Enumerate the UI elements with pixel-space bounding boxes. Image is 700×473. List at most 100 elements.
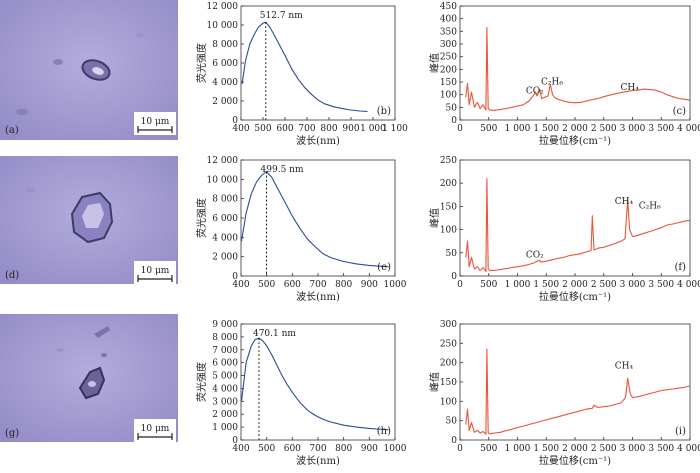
x-tick-label: 3 000 — [620, 444, 646, 454]
y-tick-label: 0 — [232, 116, 238, 126]
x-tick-label: 2 500 — [591, 444, 617, 454]
x-tick-label: 900 — [361, 444, 378, 454]
peak-annotation: C₂H₆ — [541, 78, 563, 88]
x-tick-label: 1 100 — [382, 124, 408, 134]
y-tick-label: 8 000 — [212, 195, 238, 205]
y-tick-label: 400 — [440, 15, 457, 25]
x-tick-label: 1 500 — [533, 444, 559, 454]
y-tick-label: 10 000 — [207, 21, 239, 31]
y-tick-label: 10 000 — [207, 175, 239, 185]
x-tick-label: 4 000 — [677, 124, 700, 134]
y-tick-label: 2 000 — [212, 97, 238, 107]
x-tick-label: 900 — [342, 124, 359, 134]
panel-label: (b) — [377, 106, 391, 117]
y-tick-label: 250 — [440, 156, 457, 166]
x-tick-label: 2 000 — [562, 124, 588, 134]
x-tick-label: 1 000 — [505, 444, 531, 454]
x-tick-label: 1 500 — [533, 280, 559, 290]
y-tick-label: 0 — [451, 436, 457, 446]
y-tick-label: 4 000 — [212, 78, 238, 88]
panel-label: (f) — [674, 262, 686, 273]
y-tick-label: 4 000 — [212, 384, 238, 394]
peak-label: 499.5 nm — [261, 165, 304, 175]
y-tick-label: 12 000 — [207, 156, 239, 166]
y-tick-label: 50 — [446, 249, 458, 259]
x-axis-label: 拉曼位移(cm⁻¹) — [539, 290, 611, 303]
x-tick-label: 500 — [480, 124, 497, 134]
peak-annotation: CH₄ — [615, 197, 634, 207]
y-tick-label: 300 — [440, 40, 457, 50]
micrograph-d: (d) 10 μm — [0, 156, 178, 284]
x-tick-label: 4 000 — [677, 280, 700, 290]
y-tick-label: 200 — [440, 359, 457, 369]
x-tick-label: 1000 — [384, 444, 407, 454]
x-tick-label: 0 — [457, 280, 463, 290]
y-axis-label: 峰值 — [428, 372, 441, 392]
x-tick-label: 1 000 — [505, 280, 531, 290]
x-tick-label: 3 500 — [648, 280, 674, 290]
x-tick-label: 900 — [361, 280, 378, 290]
panel-label: (e) — [377, 262, 391, 273]
micrograph-label-g: (g) — [5, 428, 19, 439]
x-tick-label: 600 — [284, 280, 301, 290]
x-axis-label: 拉曼位移(cm⁻¹) — [539, 134, 611, 147]
plot-frame — [240, 159, 396, 277]
micrograph-label-a: (a) — [5, 125, 19, 136]
x-tick-label: 1 000 — [360, 124, 386, 134]
y-tick-label: 6 000 — [212, 359, 238, 369]
x-axis-label: 波长(nm) — [296, 290, 340, 303]
y-tick-label: 7 000 — [212, 346, 238, 356]
peak-annotation: CH₄ — [615, 361, 634, 371]
x-tick-label: 500 — [254, 124, 271, 134]
x-tick-label: 700 — [309, 444, 326, 454]
x-tick-label: 2 000 — [562, 280, 588, 290]
y-tick-label: 200 — [440, 179, 457, 189]
x-tick-label: 0 — [457, 444, 463, 454]
x-tick-label: 400 — [232, 124, 249, 134]
x-tick-label: 1 500 — [533, 124, 559, 134]
panel-label: (i) — [675, 426, 686, 437]
x-tick-label: 3 500 — [648, 124, 674, 134]
x-tick-label: 800 — [335, 444, 352, 454]
micrograph-a: (a) 10 μm — [0, 0, 178, 140]
series-line — [465, 26, 691, 111]
series-line — [240, 171, 389, 268]
peak-annotation: CH₄ — [620, 83, 639, 93]
x-tick-label: 600 — [276, 124, 293, 134]
panel-label: (c) — [673, 106, 687, 117]
y-tick-label: 8 000 — [212, 333, 238, 343]
y-tick-label: 12 000 — [207, 2, 239, 12]
y-axis-label: 峰值 — [428, 53, 441, 73]
plot-frame — [459, 323, 691, 441]
peak-label: 470.1 nm — [253, 329, 296, 339]
micrograph-g: (g) 10 μm — [0, 314, 178, 442]
series-line — [465, 348, 691, 435]
y-tick-label: 150 — [440, 202, 457, 212]
peak-annotation: C₂H₆ — [639, 202, 661, 212]
y-tick-label: 100 — [440, 397, 457, 407]
plot-frame — [240, 323, 396, 441]
peak-annotation: CO₂ — [526, 250, 544, 260]
x-tick-label: 700 — [309, 280, 326, 290]
x-tick-label: 2 000 — [562, 444, 588, 454]
y-tick-label: 0 — [451, 116, 457, 126]
y-tick-label: 250 — [440, 53, 457, 63]
y-tick-label: 100 — [440, 91, 457, 101]
chart-h: 400 500 600 700 800 900 1000 0 1 000 2 000 3 000 4 … — [195, 320, 407, 467]
series-line — [240, 337, 389, 431]
x-tick-label: 800 — [335, 280, 352, 290]
x-tick-label: 3 000 — [620, 124, 646, 134]
x-axis-label: 波长(nm) — [296, 134, 340, 147]
x-tick-label: 3 500 — [648, 444, 674, 454]
x-tick-label: 2 500 — [591, 280, 617, 290]
scale-bar-label: 10 μm — [141, 117, 170, 127]
y-tick-label: 8 000 — [212, 40, 238, 50]
x-tick-label: 500 — [258, 280, 275, 290]
y-tick-label: 0 — [232, 272, 238, 282]
y-tick-label: 2 000 — [212, 253, 238, 263]
